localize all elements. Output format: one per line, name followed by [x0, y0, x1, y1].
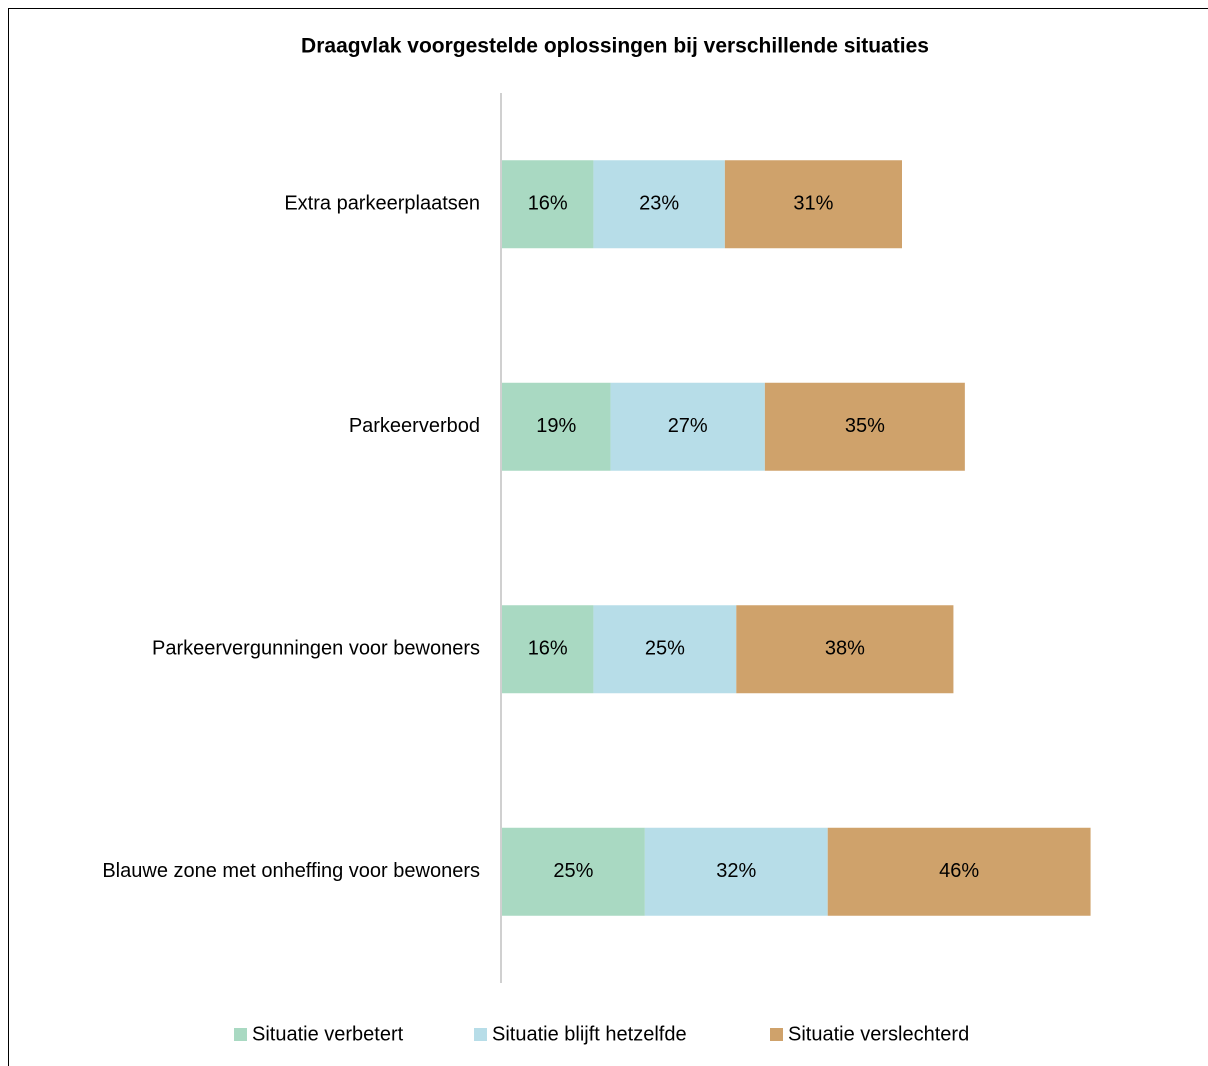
- legend-label: Situatie verslechterd: [788, 1023, 969, 1045]
- data-label: 25%: [553, 860, 593, 882]
- bar-segment: [736, 605, 954, 694]
- bar-segment: [593, 605, 737, 694]
- bar-segment: [827, 827, 1091, 916]
- bar-segment: [644, 827, 828, 916]
- chart-title: Draagvlak voorgestelde oplossingen bij v…: [301, 35, 929, 58]
- bar-segment: [593, 160, 725, 249]
- data-label: 46%: [939, 860, 979, 882]
- data-label: 27%: [668, 415, 708, 437]
- data-label: 23%: [639, 193, 679, 215]
- legend-swatch: [770, 1028, 783, 1041]
- data-label: 25%: [645, 638, 685, 660]
- legend-label: Situatie blijft hetzelfde: [492, 1023, 687, 1045]
- data-label: 31%: [793, 193, 833, 215]
- data-label: 16%: [528, 193, 568, 215]
- data-label: 19%: [536, 415, 576, 437]
- bar-segment: [502, 382, 611, 471]
- bar-segment: [610, 382, 765, 471]
- bar-segment: [502, 827, 645, 916]
- y-tick-label: Blauwe zone met onheffing voor bewoners: [102, 860, 480, 882]
- bar-segment: [764, 382, 965, 471]
- data-label: 32%: [716, 860, 756, 882]
- data-label: 16%: [528, 638, 568, 660]
- bar-segment: [502, 605, 594, 694]
- data-label: 38%: [825, 638, 865, 660]
- y-tick-label: Parkeerverbod: [349, 415, 480, 437]
- bar-segment: [724, 160, 902, 249]
- data-label: 35%: [845, 415, 885, 437]
- legend-label: Situatie verbetert: [252, 1023, 404, 1045]
- bar-segment: [502, 160, 594, 249]
- legend-swatch: [474, 1028, 487, 1041]
- legend-swatch: [234, 1028, 247, 1041]
- y-tick-label: Extra parkeerplaatsen: [284, 193, 480, 215]
- y-tick-label: Parkeervergunningen voor bewoners: [152, 638, 480, 660]
